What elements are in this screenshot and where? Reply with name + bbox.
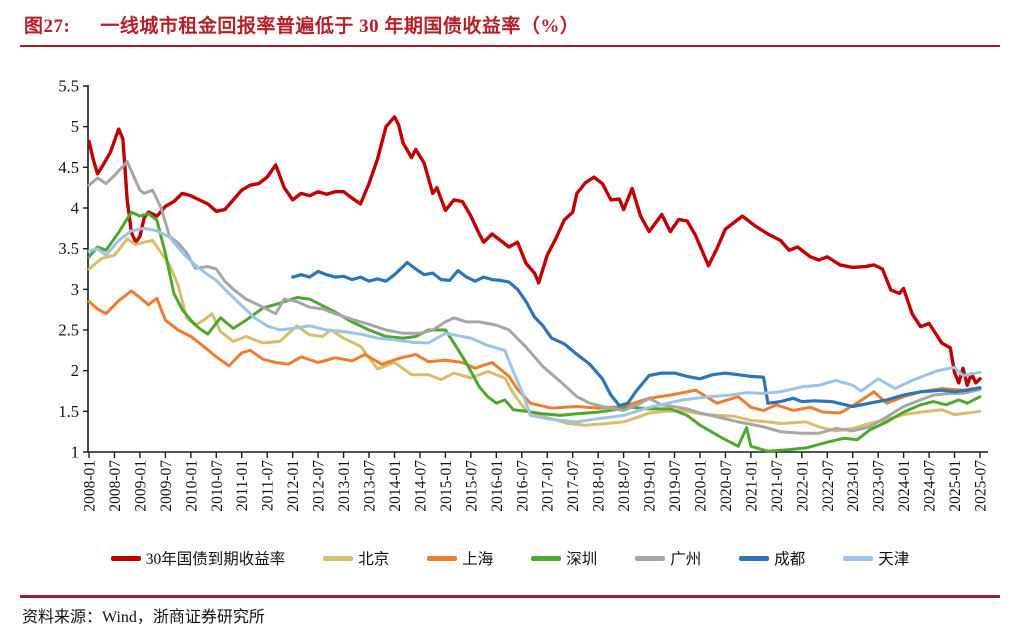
legend-item-shenzhen: 深圳: [531, 547, 597, 569]
x-axis-label: 2010-07: [209, 460, 226, 512]
legend-item-tianjin: 天津: [843, 547, 909, 569]
x-axis-label: 2019-01: [642, 460, 659, 512]
x-axis-label: 2020-01: [692, 460, 709, 512]
source-row: 资料来源：Wind，浙商证券研究所: [22, 603, 265, 627]
x-axis-label: 2013-01: [336, 460, 353, 512]
x-axis-label: 2012-07: [311, 460, 328, 512]
legend-label-shanghai: 上海: [462, 551, 494, 568]
y-axis-label: 4.5: [58, 158, 79, 177]
legend-swatch-shenzhen: [531, 555, 562, 561]
x-axis-label: 2022-01: [794, 460, 811, 512]
x-axis-label: 2015-01: [438, 460, 455, 512]
x-axis-label: 2021-07: [769, 460, 786, 512]
x-axis-label: 2019-07: [667, 460, 684, 512]
chart-legend: 30年国债到期收益率 北京 上海 深圳 广州 成都 天津: [0, 547, 1020, 569]
footer-rule: [20, 595, 1000, 598]
series-line-shenzhen: [87, 210, 982, 453]
x-axis-label: 2018-01: [591, 460, 608, 512]
x-axis-label: 2015-07: [463, 460, 480, 512]
series-line-tianjin: [87, 226, 982, 424]
source-label: 资料来源：: [22, 609, 103, 626]
y-axis-label: 2: [71, 361, 79, 380]
source-text: Wind，浙商证券研究所: [102, 609, 265, 626]
x-axis-label: 2023-01: [845, 460, 862, 512]
x-axis-label: 2008-01: [82, 460, 99, 512]
y-axis-label: 4: [71, 199, 79, 218]
x-axis-label: 2017-07: [565, 460, 582, 512]
series-line-guangzhou: [87, 160, 982, 435]
y-axis-label: 3: [71, 280, 79, 299]
y-axis-label: 5.5: [58, 77, 79, 96]
y-axis-label: 1.5: [58, 402, 79, 421]
x-axis-label: 2016-07: [514, 460, 531, 512]
legend-swatch-tianjin: [843, 555, 874, 561]
x-axis-label: 2016-01: [489, 460, 506, 512]
x-axis-label: 2025-01: [947, 460, 964, 512]
legend-swatch-guangzhou: [635, 555, 666, 561]
x-axis-label: 2024-01: [896, 460, 913, 512]
legend-label-chengdu: 成都: [774, 551, 806, 568]
x-axis-label: 2009-01: [132, 460, 149, 512]
x-axis-label: 2018-07: [616, 460, 633, 512]
legend-item-bond30y: 30年国债到期收益率: [110, 547, 286, 569]
figure-title-row: 图27: 一线城市租金回报率普遍低于 30 年期国债收益率（%）: [24, 11, 579, 38]
x-axis-label: 2023-07: [871, 460, 888, 512]
legend-swatch-chengdu: [739, 555, 770, 561]
title-underline-rule: [20, 45, 1000, 47]
x-axis-label: 2008-07: [107, 460, 124, 512]
y-axis-label: 2.5: [58, 321, 79, 340]
x-axis-label: 2014-07: [412, 460, 429, 512]
legend-label-tianjin: 天津: [878, 551, 910, 568]
series-line-bond30y: [87, 115, 982, 387]
series-line-shanghai: [87, 289, 982, 415]
x-axis-label: 2020-07: [718, 460, 735, 512]
legend-label-beijing: 北京: [358, 551, 390, 568]
legend-label-shenzhen: 深圳: [566, 551, 598, 568]
legend-swatch-bond30y: [110, 555, 141, 561]
x-axis-label: 2009-07: [158, 460, 175, 512]
x-axis-label: 2022-07: [820, 460, 837, 512]
legend-swatch-beijing: [323, 555, 354, 561]
x-axis-label: 2014-01: [387, 460, 404, 512]
y-axis-label: 5: [71, 117, 79, 136]
x-axis-label: 2013-07: [362, 460, 379, 512]
x-axis-label: 2021-01: [743, 460, 760, 512]
x-axis-label: 2025-07: [973, 460, 990, 512]
x-axis-label: 2012-01: [285, 460, 302, 512]
x-axis-label: 2010-01: [183, 460, 200, 512]
figure-title: 一线城市租金回报率普遍低于 30 年期国债收益率（%）: [100, 16, 580, 37]
legend-item-beijing: 北京: [323, 547, 389, 569]
legend-item-chengdu: 成都: [739, 547, 805, 569]
figure-number-label: 图27:: [24, 16, 71, 37]
series-line-chengdu: [291, 260, 982, 409]
y-axis-label: 1: [71, 443, 79, 462]
y-axis-label: 3.5: [58, 239, 79, 258]
x-axis-label: 2011-07: [260, 460, 277, 511]
x-axis-label: 2017-01: [540, 460, 557, 512]
legend-label-guangzhou: 广州: [670, 551, 702, 568]
legend-item-guangzhou: 广州: [635, 547, 701, 569]
x-axis-label: 2024-07: [922, 460, 939, 512]
legend-swatch-shanghai: [427, 555, 458, 561]
x-axis-label: 2011-01: [234, 460, 251, 511]
legend-label-bond30y: 30年国债到期收益率: [145, 551, 286, 568]
legend-item-shanghai: 上海: [427, 547, 493, 569]
